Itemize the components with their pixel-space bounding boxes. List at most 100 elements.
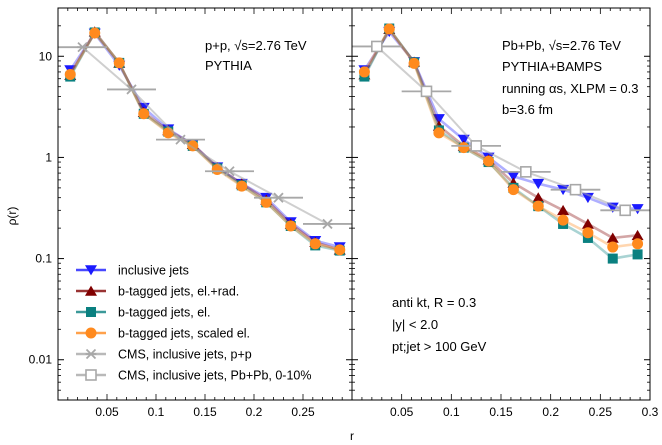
data-point xyxy=(532,178,545,190)
data-point xyxy=(162,127,174,139)
x-tick-label: 0.25 xyxy=(589,405,613,419)
series-cms_pp xyxy=(58,42,352,230)
series-line-cms_pbpb xyxy=(376,45,626,212)
x-axis-label: r xyxy=(350,429,354,443)
data-point xyxy=(138,108,150,120)
series-line-cms_pp xyxy=(81,46,328,225)
data-point xyxy=(309,238,321,250)
legend-marker xyxy=(85,265,97,276)
data-point xyxy=(557,204,570,216)
left-annotation-model: PYTHIA xyxy=(205,58,252,73)
data-point xyxy=(557,214,569,226)
left-panel: 0.01 0.1 1 10 0.05 0.1 0.15 0.2 0.25 xyxy=(29,8,352,419)
data-point xyxy=(507,184,519,196)
x-tick-label: 0.2 xyxy=(246,405,263,419)
y-tick-label: 0.1 xyxy=(35,252,52,266)
data-point xyxy=(420,85,433,98)
y-axis-label: ρ(r) xyxy=(5,207,19,226)
data-point xyxy=(432,114,445,125)
y-tick-label: 10 xyxy=(39,49,53,63)
data-point xyxy=(89,27,101,39)
data-point xyxy=(632,238,644,250)
data-point xyxy=(532,192,545,203)
x-tick-label: 0.3 xyxy=(642,405,659,419)
data-point xyxy=(520,166,532,178)
data-point xyxy=(483,155,495,167)
right-annotation-model: PYTHIA+BAMPS xyxy=(502,59,602,74)
legend-label: CMS, inclusive jets, Pb+Pb, 0-10% xyxy=(118,369,312,383)
data-point xyxy=(631,229,644,241)
cut-jet-pt: pt;jet > 100 GeV xyxy=(392,339,487,354)
data-point xyxy=(582,227,594,239)
legend-marker xyxy=(86,307,96,317)
data-point xyxy=(457,134,470,146)
data-point xyxy=(285,220,297,232)
legend-label: b-tagged jets, scaled el. xyxy=(118,327,250,341)
data-point xyxy=(569,183,582,196)
right-annotation-impact: b=3.6 fm xyxy=(502,102,553,117)
data-point xyxy=(224,166,235,177)
legend-item-cms_pp: CMS, inclusive jets, p+p xyxy=(76,348,252,362)
data-point xyxy=(458,142,470,154)
data-point xyxy=(77,42,88,53)
data-point xyxy=(532,200,544,212)
series-cms_pbpb xyxy=(352,40,650,217)
legend-item-inclusive: inclusive jets xyxy=(76,264,189,278)
y-tick-label: 0.01 xyxy=(29,353,53,367)
x-tick-label: 0.1 xyxy=(443,405,460,419)
legend-marker xyxy=(85,369,97,381)
data-point xyxy=(606,202,619,213)
data-point xyxy=(631,204,644,215)
legend-label: b-tagged jets, el.+rad. xyxy=(118,285,239,299)
data-point xyxy=(358,66,370,78)
data-point xyxy=(433,127,445,139)
data-point xyxy=(334,244,346,256)
data-point xyxy=(260,196,272,208)
data-point xyxy=(322,218,333,230)
data-point xyxy=(470,140,482,152)
data-point xyxy=(64,69,76,81)
legend-label: CMS, inclusive jets, p+p xyxy=(118,348,252,362)
right-annotation-system: Pb+Pb, √s=2.76 TeV xyxy=(502,38,621,53)
y-tick-label: 1 xyxy=(45,150,52,164)
x-tick-label: 0.1 xyxy=(148,405,165,419)
data-point xyxy=(607,241,619,253)
legend: inclusive jets b-tagged jets, el.+rad. b-t… xyxy=(76,264,312,383)
x-tick-label: 0.05 xyxy=(390,405,414,419)
legend-item-cms_pbpb: CMS, inclusive jets, Pb+Pb, 0-10% xyxy=(76,369,312,383)
legend-marker xyxy=(85,327,97,339)
x-tick-label: 0.05 xyxy=(95,405,119,419)
data-point xyxy=(632,249,643,260)
cut-rapidity: |y| < 2.0 xyxy=(392,317,438,332)
right-plot-frame xyxy=(351,7,651,401)
right-annotations: Pb+Pb, √s=2.76 TeV PYTHIA+BAMPS running … xyxy=(502,38,639,117)
data-point xyxy=(606,232,619,243)
data-point xyxy=(619,204,631,217)
right-panel: 0.05 0.1 0.15 0.2 0.25 0.3 xyxy=(352,8,659,419)
series-scaled xyxy=(358,23,644,253)
data-point xyxy=(507,171,520,182)
legend-item-el: b-tagged jets, el. xyxy=(76,306,210,320)
legend-marker xyxy=(85,285,97,296)
x-tick-label: 0.25 xyxy=(291,405,315,419)
data-point xyxy=(211,163,223,175)
left-annotation-system: p+p, √s=2.76 TeV xyxy=(205,38,307,53)
data-point xyxy=(383,23,395,35)
legend-label: b-tagged jets, el. xyxy=(118,306,210,320)
legend-item-eldrad: b-tagged jets, el.+rad. xyxy=(76,285,239,299)
cut-jet-algorithm: anti kt, R = 0.3 xyxy=(392,295,476,310)
data-point xyxy=(113,57,125,69)
data-point xyxy=(126,84,137,95)
legend-item-scaled: b-tagged jets, scaled el. xyxy=(76,327,250,341)
x-tick-label: 0.15 xyxy=(193,405,217,419)
data-point xyxy=(607,253,618,264)
data-point xyxy=(175,134,186,145)
x-tick-label: 0.15 xyxy=(489,405,513,419)
series-line-inclusive xyxy=(363,29,638,211)
data-point xyxy=(408,57,420,69)
data-point xyxy=(371,40,383,53)
legend-label: inclusive jets xyxy=(118,264,189,278)
jet-cuts: anti kt, R = 0.3 |y| < 2.0 pt;jet > 100 … xyxy=(392,295,487,354)
x-tick-label: 0.2 xyxy=(542,405,559,419)
